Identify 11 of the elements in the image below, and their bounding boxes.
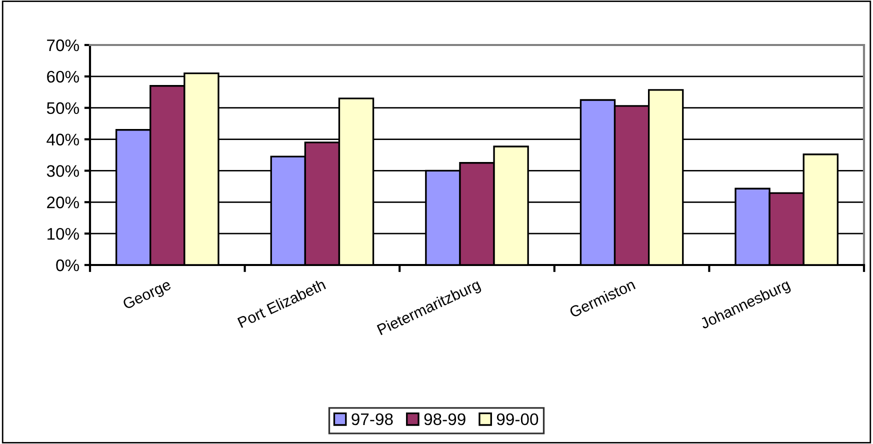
legend-label: 99-00 [496,413,538,426]
y-tick-label: 0% [56,259,79,272]
y-tick-label: 10% [47,228,79,240]
y-tick-label: 70% [47,39,79,52]
y-tick-label: 50% [46,102,79,114]
y-tick-label: 30% [46,165,79,177]
y-tick-label: 40% [46,134,79,146]
y-tick-label: 20% [47,196,79,208]
legend-label: 97-98 [352,413,393,426]
y-tick-label: 60% [47,70,79,83]
legend-label: 98-99 [424,413,466,426]
